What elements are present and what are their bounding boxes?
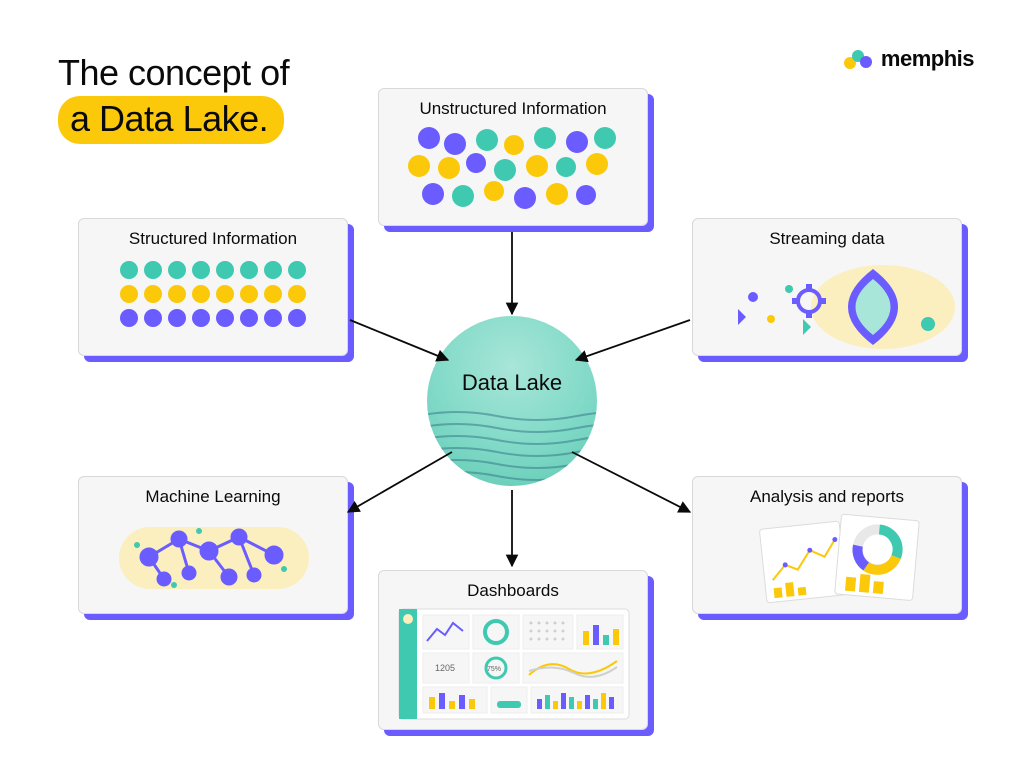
title-highlight: a Data Lake. [58,96,284,144]
card-title: Structured Information [79,219,347,249]
reports-icon [693,507,963,607]
card-title: Analysis and reports [693,477,961,507]
brand-name: memphis [881,46,974,72]
page-title: The concept of a Data Lake. [58,52,289,144]
structured-dots-icon [79,261,347,327]
svg-text:75%: 75% [487,666,501,673]
dashboard-icon: 1205 75% [379,601,649,725]
card-title: Unstructured Information [379,89,647,119]
data-lake-label: Data Lake [462,370,562,396]
card-streaming-data: Streaming data [692,218,962,356]
card-structured-information: Structured Information [78,218,348,356]
card-title: Streaming data [693,219,961,249]
card-title: Dashboards [379,571,647,601]
title-line-2: a Data Lake. [70,98,268,139]
brand-logo: memphis [843,46,974,72]
streaming-icon [693,249,963,349]
card-dashboards: Dashboards 1205 75% [378,570,648,730]
card-analysis-reports: Analysis and reports [692,476,962,614]
card-title: Machine Learning [79,477,347,507]
card-machine-learning: Machine Learning [78,476,348,614]
title-line-1: The concept of [58,52,289,94]
memphis-logo-icon [843,48,873,70]
ml-network-icon [79,507,349,607]
card-unstructured-information: Unstructured Information [378,88,648,226]
lake-waves-icon [427,316,597,486]
data-lake-center: Data Lake [427,316,597,486]
unstructured-dots-icon [398,127,628,217]
svg-text:1205: 1205 [435,663,455,673]
